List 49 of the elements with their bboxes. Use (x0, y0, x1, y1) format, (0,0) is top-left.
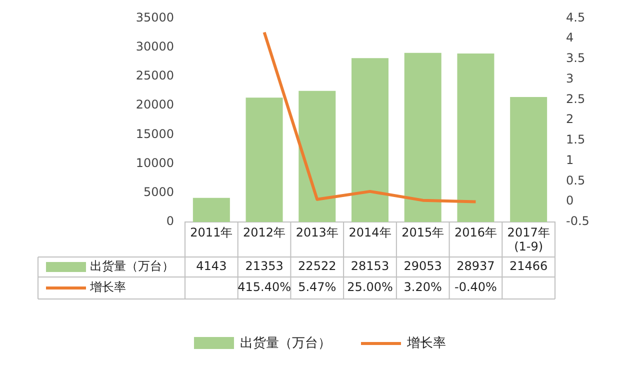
y-tick-label: 0 (166, 214, 174, 228)
x-tick-label: 2014年 (348, 225, 392, 240)
legend-label: 增长率 (407, 335, 446, 352)
bar (192, 198, 230, 222)
bar (404, 52, 442, 222)
x-tick-label: 2015年 (402, 225, 444, 240)
x-tick-label: 2013年 (296, 225, 338, 240)
y2-tick-label: 2.5 (566, 92, 586, 106)
bar (246, 98, 283, 222)
y-tick-label: 5000 (143, 185, 174, 200)
bar (457, 54, 494, 222)
data-label: 28153 (350, 259, 390, 274)
data-label: 22522 (298, 259, 336, 274)
data-label: 29053 (404, 259, 442, 274)
y2-tick-label: 3 (566, 71, 574, 86)
y2-tick-label: 2 (566, 112, 574, 126)
y2-tick-label: 4.5 (566, 10, 586, 24)
y2-tick-label: 0 (566, 194, 574, 208)
x-tick-label: 2012年 (243, 225, 286, 240)
x-tick-label: 2017年 (1-9) (507, 225, 550, 254)
text: 增长率 (90, 280, 126, 294)
y2-tick-label: 1 (566, 152, 574, 167)
data-label: 21353 (245, 259, 284, 274)
bar (298, 90, 336, 222)
legend-label: 出货量（万台） (90, 259, 174, 274)
y-tick-label: 10000 (136, 156, 174, 170)
y-tick-label: 15000 (136, 126, 174, 141)
y-tick-label: 20000 (136, 98, 174, 112)
y2-tick-label: 1.5 (566, 132, 586, 147)
y2-tick-label: 3.5 (566, 51, 586, 66)
x-tick-label: 2016年 (454, 225, 497, 240)
data-label: 4143 (196, 259, 227, 274)
data-label: 21466 (509, 259, 548, 274)
bar (352, 58, 388, 222)
data-label: 415.40% (238, 280, 291, 294)
data-label: 28937 (456, 259, 495, 274)
text: 出货量（万台） (240, 336, 331, 351)
data-label: 3.20% (404, 280, 442, 294)
data-label: 5.47% (298, 280, 336, 294)
y2-tick-label: -0.5 (566, 214, 590, 228)
bar (510, 97, 548, 222)
data-label: -0.40% (454, 280, 497, 294)
y2-tick-label: 0.5 (566, 173, 586, 188)
data-label: 25.00% (347, 280, 393, 294)
y2-tick-label: 4 (566, 30, 574, 45)
y-tick-label: 25000 (136, 68, 174, 83)
y-tick-label: 30000 (136, 39, 174, 54)
y-tick-label: 35000 (136, 10, 174, 24)
x-tick-label: 2011年 (190, 225, 233, 240)
